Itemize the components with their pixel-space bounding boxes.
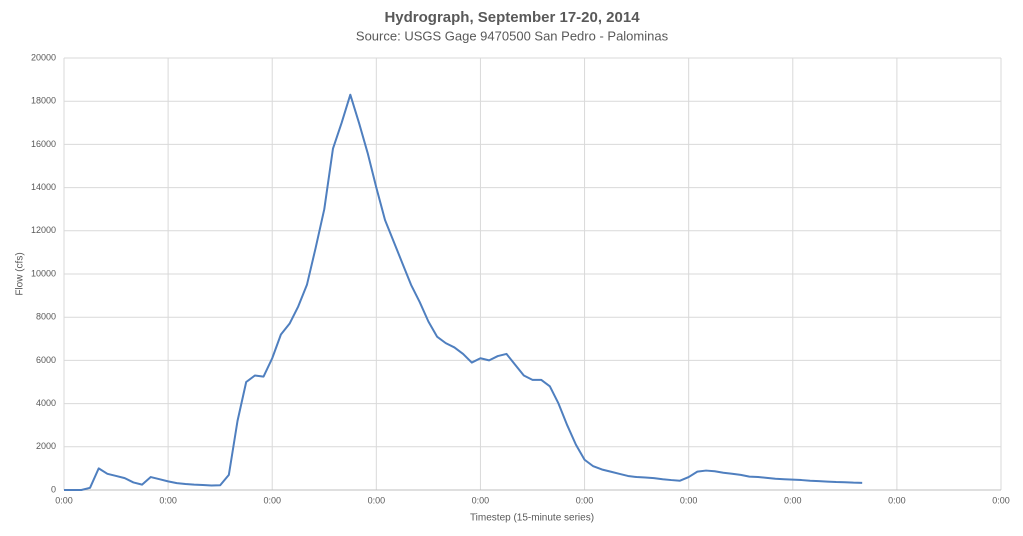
x-tick-label: 0:00	[472, 495, 490, 505]
y-tick-label: 14000	[31, 182, 56, 192]
x-tick-label: 0:00	[159, 495, 177, 505]
x-tick-label: 0:00	[784, 495, 802, 505]
x-tick-label: 0:00	[992, 495, 1010, 505]
y-tick-label: 20000	[31, 52, 56, 62]
data-line	[64, 93, 863, 491]
y-tick-label: 18000	[31, 96, 56, 106]
y-axis-title: Flow (cfs)	[15, 252, 26, 295]
x-axis-title: Timestep (15-minute series)	[470, 513, 594, 524]
chart-title: Hydrograph, September 17-20, 2014	[384, 9, 640, 26]
y-tick-label: 0	[51, 484, 56, 494]
x-tick-label: 0:00	[680, 495, 698, 505]
y-tick-label: 2000	[36, 441, 56, 451]
x-tick-label: 0:00	[55, 495, 73, 505]
chart-subtitle: Source: USGS Gage 9470500 San Pedro - Pa…	[356, 28, 669, 43]
y-tick-label: 12000	[31, 225, 56, 235]
x-tick-label: 0:00	[576, 495, 594, 505]
y-tick-label: 8000	[36, 312, 56, 322]
y-tick-label: 10000	[31, 268, 56, 278]
x-tick-label: 0:00	[263, 495, 281, 505]
y-tick-label: 4000	[36, 398, 56, 408]
x-tick-label: 0:00	[368, 495, 386, 505]
y-tick-label: 6000	[36, 355, 56, 365]
y-tick-label: 16000	[31, 139, 56, 149]
x-tick-label: 0:00	[888, 495, 906, 505]
